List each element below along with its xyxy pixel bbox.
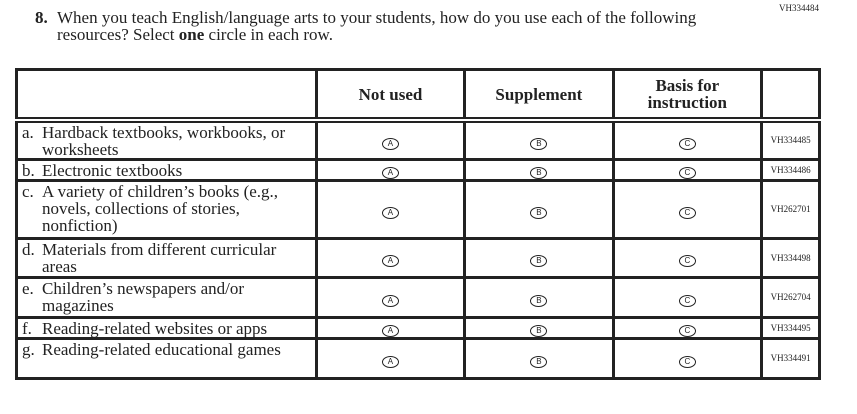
option-cell: B: [463, 337, 615, 380]
radio-supplement[interactable]: B: [530, 325, 548, 337]
radio-basis[interactable]: C: [678, 355, 696, 368]
question-text: 8. When you teach English/language arts …: [35, 9, 755, 43]
response-grid: Not used Supplement Basis for instructio…: [15, 68, 821, 380]
row-code: VH262704: [760, 276, 821, 319]
radio-basis[interactable]: C: [678, 137, 696, 150]
row-label: b. Electronic textbooks: [15, 158, 318, 182]
header-supplement: Supplement: [463, 68, 615, 123]
option-cell: B: [463, 276, 615, 319]
radio-supplement[interactable]: B: [530, 355, 548, 368]
option-cell: C: [611, 118, 764, 161]
row-label: c. A variety of children’s books (e.g., n…: [15, 179, 318, 240]
radio-not-used[interactable]: A: [381, 294, 399, 307]
row-code: VH334498: [760, 237, 821, 279]
option-cell: C: [611, 179, 764, 240]
radio-basis[interactable]: C: [678, 255, 696, 267]
row-letter: c.: [22, 182, 34, 201]
row-text: A variety of children’s books (e.g., nov…: [42, 182, 279, 235]
header-basis: Basis for instruction: [611, 68, 764, 123]
row-text: Hardback textbooks, workbooks, or worksh…: [42, 123, 286, 159]
option-cell: C: [611, 158, 764, 182]
header-code: [760, 68, 821, 123]
header-blank: [15, 68, 318, 123]
row-code: VH334486: [760, 158, 821, 182]
row-letter: b.: [22, 161, 35, 180]
radio-basis[interactable]: C: [678, 325, 696, 337]
row-text: Children’s newspapers and/or magazines: [42, 279, 245, 315]
radio-supplement[interactable]: B: [530, 206, 548, 219]
table-row: f. Reading-related websites or apps A B C VH3…: [15, 316, 821, 340]
table-row: b. Electronic textbooks A B C VH334486: [15, 158, 821, 182]
row-label: d. Materials from different curricular ar…: [15, 237, 318, 279]
option-cell: B: [463, 158, 615, 182]
header-not-used: Not used: [314, 68, 467, 123]
row-text: Reading-related websites or apps: [42, 319, 268, 338]
option-cell: B: [463, 237, 615, 279]
option-cell: A: [314, 158, 467, 182]
option-cell: B: [463, 316, 615, 340]
row-text: Materials from different curricular area…: [42, 240, 277, 276]
table-row: g. Reading-related educational games A B C VH…: [15, 337, 821, 380]
row-letter: a.: [22, 123, 34, 142]
table-row: c. A variety of children’s books (e.g., n…: [15, 179, 821, 240]
row-code: VH334495: [760, 316, 821, 340]
option-cell: A: [314, 118, 467, 161]
table-row: e. Children’s newspapers and/or magazines…: [15, 276, 821, 319]
row-code: VH334491: [760, 337, 821, 380]
option-cell: A: [314, 179, 467, 240]
radio-supplement[interactable]: B: [530, 167, 548, 179]
radio-supplement[interactable]: B: [530, 294, 548, 307]
row-letter: d.: [22, 240, 35, 259]
option-cell: A: [314, 237, 467, 279]
question-text-part: When you teach English/language arts to …: [57, 8, 697, 44]
option-cell: C: [611, 337, 764, 380]
row-label: e. Children’s newspapers and/or magazines: [15, 276, 318, 319]
row-label: f. Reading-related websites or apps: [15, 316, 318, 340]
radio-supplement[interactable]: B: [530, 137, 548, 150]
question-emphasis: one: [178, 25, 205, 44]
radio-not-used[interactable]: A: [381, 325, 399, 337]
radio-not-used[interactable]: A: [381, 355, 399, 368]
row-code: VH334485: [760, 118, 821, 161]
option-cell: B: [463, 179, 615, 240]
option-cell: C: [611, 237, 764, 279]
radio-basis[interactable]: C: [678, 206, 696, 219]
option-cell: C: [611, 316, 764, 340]
row-letter: e.: [22, 279, 34, 298]
row-text: Electronic textbooks: [42, 161, 183, 180]
radio-not-used[interactable]: A: [381, 137, 399, 150]
radio-supplement[interactable]: B: [530, 255, 548, 267]
question-number: 8.: [35, 8, 48, 27]
row-letter: f.: [22, 319, 32, 338]
question-text-part: circle in each row.: [204, 25, 333, 44]
row-label: g. Reading-related educational games: [15, 337, 318, 380]
option-cell: A: [314, 316, 467, 340]
option-cell: C: [611, 276, 764, 319]
radio-basis[interactable]: C: [678, 294, 696, 307]
table-row: d. Materials from different curricular ar…: [15, 237, 821, 279]
radio-not-used[interactable]: A: [381, 167, 399, 179]
row-code: VH262701: [760, 179, 821, 240]
table-row: a. Hardback textbooks, workbooks, or work…: [15, 118, 821, 161]
radio-not-used[interactable]: A: [381, 255, 399, 267]
question-id: VH334484: [779, 3, 819, 13]
option-cell: A: [314, 337, 467, 380]
radio-basis[interactable]: C: [678, 167, 696, 179]
row-letter: g.: [22, 340, 35, 359]
row-label: a. Hardback textbooks, workbooks, or work…: [15, 118, 318, 161]
option-cell: B: [463, 118, 615, 161]
option-cell: A: [314, 276, 467, 319]
radio-not-used[interactable]: A: [381, 206, 399, 219]
row-text: Reading-related educational games: [42, 340, 281, 359]
